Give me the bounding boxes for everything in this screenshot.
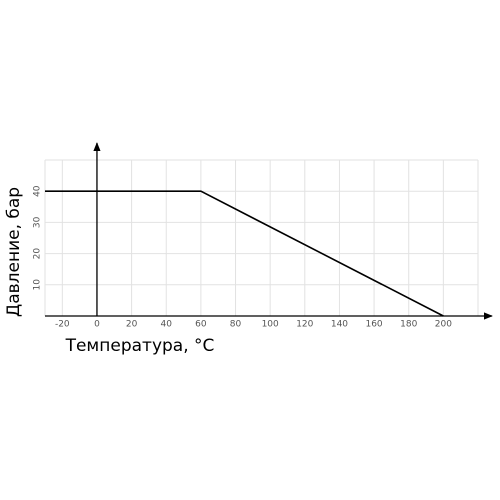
x-tick-label: 200	[435, 320, 452, 330]
x-tick-label: 180	[400, 320, 417, 330]
x-tick-label: -20	[55, 320, 70, 330]
y-tick-label: 30	[33, 216, 43, 228]
x-tick-label: 80	[230, 320, 242, 330]
y-axis-label: Давление, бар	[4, 187, 24, 317]
y-tick-label: 20	[33, 248, 43, 260]
x-tick-label: 100	[262, 320, 279, 330]
y-tick-label: 10	[33, 279, 43, 291]
line	[45, 190, 444, 317]
x-tick-label: 160	[365, 320, 382, 330]
grid	[44, 159, 479, 316]
x-tick-label: 20	[126, 320, 138, 330]
y-tick-label: 40	[33, 185, 43, 197]
x-tick-label: 60	[195, 320, 207, 330]
x-tick-label: 120	[296, 320, 313, 330]
x-axis-label: Температура, °C	[65, 336, 215, 356]
x-tick-label: 0	[94, 320, 100, 330]
x-tick-label: 40	[161, 320, 173, 330]
axes	[45, 142, 493, 320]
x-tick-label: 140	[331, 320, 348, 330]
